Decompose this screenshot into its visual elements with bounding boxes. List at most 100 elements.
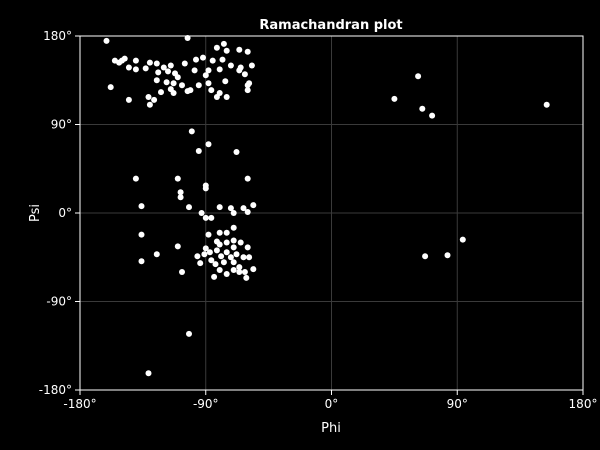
data-point-90 <box>230 224 237 231</box>
data-point-111 <box>220 259 227 266</box>
data-point-8 <box>121 55 128 62</box>
data-point-53 <box>223 94 230 100</box>
x-tick-label-2: 0° <box>325 397 339 411</box>
data-point-66 <box>188 128 195 135</box>
data-point-86 <box>202 214 209 221</box>
y-axis-label: Psi <box>28 204 43 222</box>
data-point-22 <box>248 62 255 69</box>
data-point-129 <box>422 253 429 260</box>
data-point-106 <box>233 251 240 258</box>
data-point-76 <box>244 175 251 182</box>
data-point-94 <box>230 237 237 244</box>
data-point-38 <box>163 79 170 86</box>
data-point-15 <box>181 60 188 67</box>
data-point-99 <box>237 239 244 246</box>
data-point-12 <box>146 59 153 66</box>
data-point-19 <box>219 56 226 63</box>
data-point-36 <box>107 84 114 91</box>
data-point-49 <box>170 90 177 96</box>
data-point-11 <box>132 57 139 64</box>
data-point-1 <box>184 35 191 41</box>
y-tick-label-1: -90° <box>46 295 72 309</box>
data-point-27 <box>160 64 167 71</box>
data-point-112 <box>230 259 237 266</box>
data-point-115 <box>174 243 181 250</box>
y-tick-label-3: 90° <box>51 118 72 132</box>
data-point-89 <box>208 214 215 221</box>
data-point-45 <box>222 78 229 85</box>
data-point-47 <box>158 89 164 96</box>
data-point-51 <box>208 87 215 94</box>
data-point-81 <box>216 204 223 211</box>
data-point-117 <box>194 253 201 260</box>
data-point-84 <box>244 209 251 215</box>
data-point-39 <box>170 80 177 87</box>
data-point-118 <box>197 260 204 267</box>
data-point-120 <box>216 267 223 273</box>
y-tick-label-4: 180° <box>43 29 72 43</box>
x-tick-label-1: -90° <box>193 397 219 411</box>
data-point-101 <box>206 249 213 256</box>
data-point-74 <box>177 189 184 196</box>
data-point-87 <box>216 229 223 236</box>
data-point-103 <box>218 253 225 260</box>
data-point-0 <box>103 37 110 44</box>
data-point-108 <box>246 254 253 261</box>
data-point-61 <box>391 95 398 102</box>
x-axis-label: Phi <box>321 421 341 436</box>
data-point-20 <box>227 62 234 69</box>
data-point-72 <box>132 175 139 182</box>
data-point-60 <box>213 94 220 100</box>
data-point-44 <box>205 80 212 87</box>
chart-title: Ramachandran plot <box>259 18 402 33</box>
data-point-43 <box>202 72 209 79</box>
data-point-116 <box>153 251 160 258</box>
x-tick-label-4: 180° <box>569 397 598 411</box>
y-tick-label-0: -180° <box>39 383 72 397</box>
data-point-2 <box>220 40 227 47</box>
data-point-16 <box>193 56 199 63</box>
x-tick-label-3: 90° <box>447 397 468 411</box>
data-point-14 <box>167 62 174 69</box>
data-point-131 <box>459 236 466 243</box>
data-point-114 <box>241 269 248 275</box>
data-point-105 <box>227 254 234 261</box>
data-point-75 <box>177 194 184 201</box>
data-point-18 <box>209 57 216 64</box>
data-point-96 <box>216 241 223 248</box>
data-point-3 <box>213 44 220 51</box>
data-point-4 <box>223 47 230 54</box>
data-point-34 <box>236 67 243 74</box>
data-point-119 <box>201 251 208 258</box>
data-point-128 <box>138 258 145 265</box>
data-point-133 <box>145 370 152 377</box>
y-tick-label-2: 0° <box>58 206 72 220</box>
data-point-59 <box>145 94 152 100</box>
data-point-110 <box>212 261 219 268</box>
data-point-80 <box>186 204 192 211</box>
data-point-68 <box>195 148 202 154</box>
data-point-30 <box>174 74 181 81</box>
data-point-56 <box>125 96 132 103</box>
data-point-25 <box>142 65 149 72</box>
data-point-124 <box>250 266 257 273</box>
data-point-88 <box>223 229 230 236</box>
data-point-65 <box>543 101 550 108</box>
data-point-73 <box>174 175 181 182</box>
data-point-121 <box>223 271 230 277</box>
data-point-125 <box>243 274 250 281</box>
data-point-35 <box>241 71 248 78</box>
data-point-40 <box>179 82 185 89</box>
data-point-79 <box>138 203 145 210</box>
data-point-32 <box>205 67 212 74</box>
data-point-123 <box>236 269 243 275</box>
data-point-67 <box>205 141 212 148</box>
data-point-28 <box>165 68 171 75</box>
data-point-63 <box>419 105 426 112</box>
data-point-130 <box>444 252 451 259</box>
data-point-109 <box>208 257 215 264</box>
data-point-126 <box>211 273 218 280</box>
data-point-78 <box>250 202 257 209</box>
data-point-83 <box>230 210 237 216</box>
data-point-85 <box>198 210 205 216</box>
